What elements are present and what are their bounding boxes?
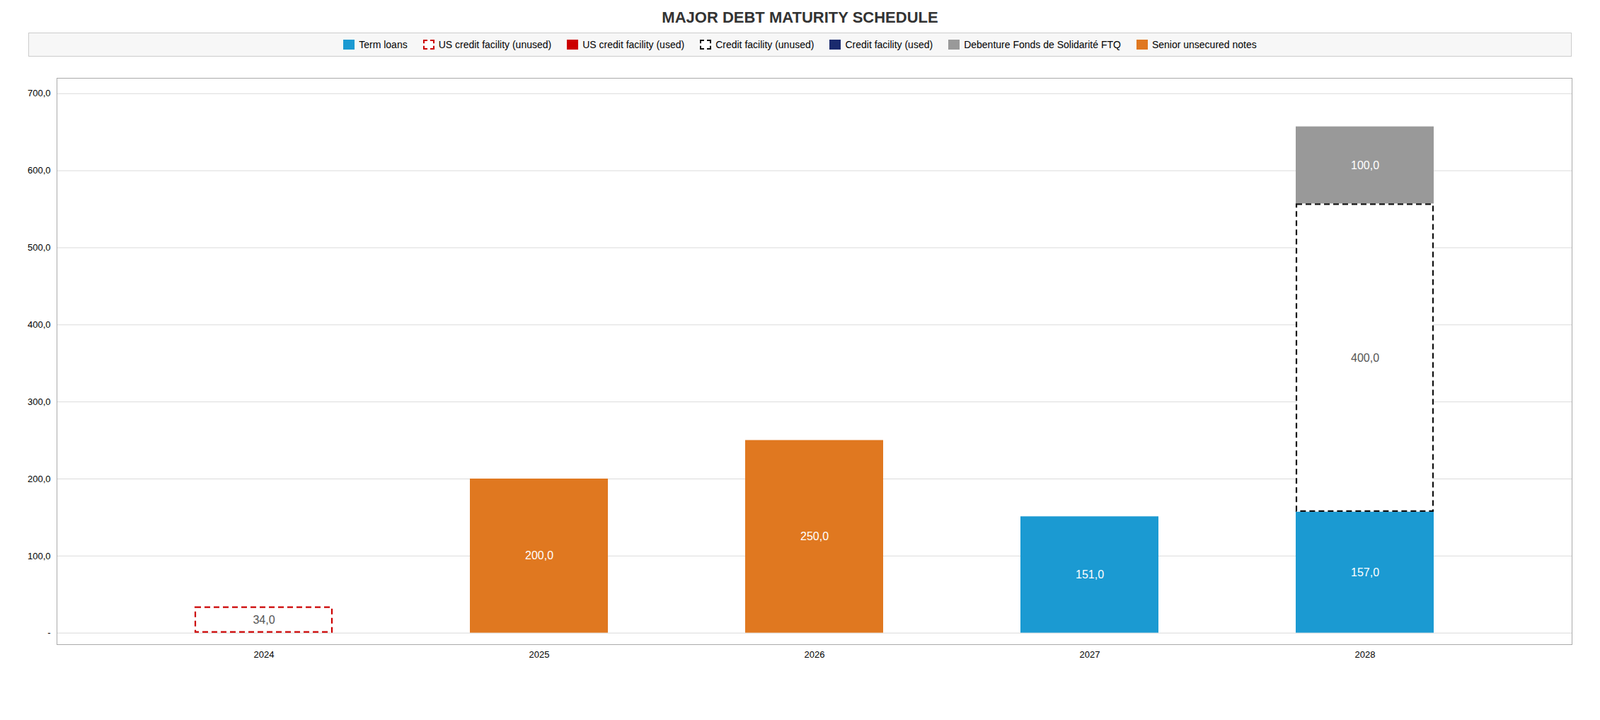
svg-text:2025: 2025 [529, 648, 550, 660]
svg-text:34,0: 34,0 [252, 613, 275, 626]
svg-text:2026: 2026 [804, 648, 826, 660]
html-text:US credit facility (unused): US credit facility (unused) [438, 38, 552, 51]
svg-text:2028: 2028 [1355, 648, 1376, 660]
svg-text:100,0: 100,0 [1350, 159, 1380, 172]
svg-text:400,0: 400,0 [27, 319, 51, 330]
svg-text:250,0: 250,0 [800, 530, 829, 543]
svg-text:100,0: 100,0 [27, 549, 51, 561]
html-text:Credit facility (used): Credit facility (used) [845, 38, 933, 51]
svg-text:2027: 2027 [1079, 648, 1101, 660]
html-text:MAJOR DEBT MATURITY SCHEDULE: MAJOR DEBT MATURITY SCHEDULE [661, 8, 939, 27]
svg-text:700,0: 700,0 [27, 87, 51, 99]
svg-text:-: - [47, 626, 51, 638]
html-text:Term loans: Term loans [358, 38, 408, 51]
svg-text:200,0: 200,0 [27, 473, 51, 485]
svg-text:600,0: 600,0 [27, 164, 51, 176]
svg-text:151,0: 151,0 [1075, 568, 1104, 581]
svg-text:2024: 2024 [254, 648, 275, 660]
svg-text:200,0: 200,0 [525, 549, 554, 562]
svg-text:400,0: 400,0 [1350, 351, 1380, 364]
html-text:Debenture Fonds de Solidarité: Debenture Fonds de Solidarité FTQ [963, 38, 1121, 51]
html-text:Credit facility (unused): Credit facility (unused) [715, 38, 815, 51]
svg-text:157,0: 157,0 [1350, 566, 1380, 579]
html-text:US credit facility (used): US credit facility (used) [582, 38, 685, 51]
html-text:Senior unsecured notes: Senior unsecured notes [1151, 38, 1257, 51]
svg-text:300,0: 300,0 [27, 396, 51, 407]
svg-text:500,0: 500,0 [27, 242, 51, 253]
